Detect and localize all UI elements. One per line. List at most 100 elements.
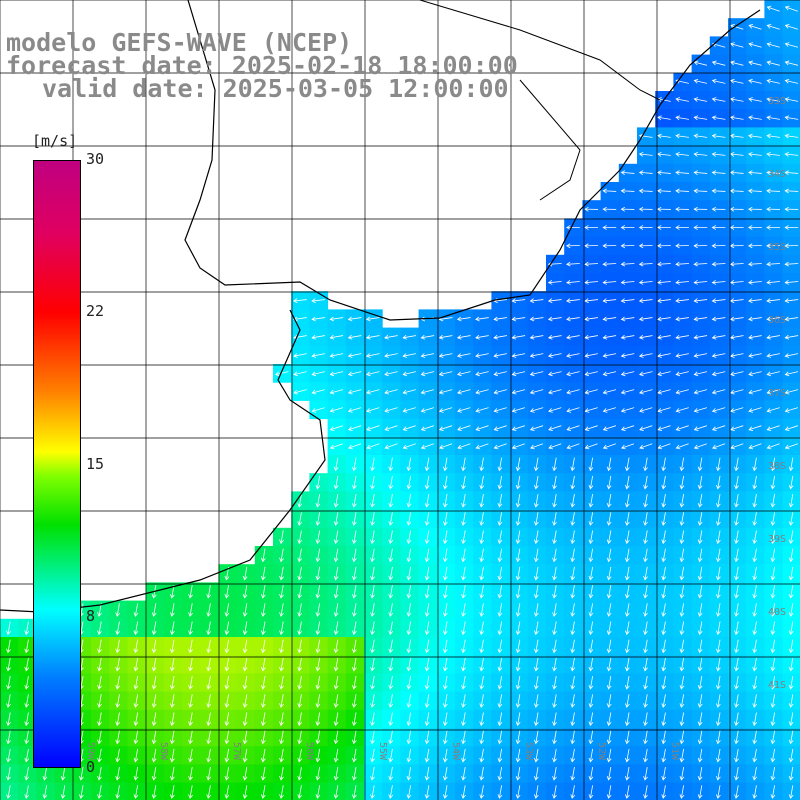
wind-arrow	[748, 371, 762, 377]
wind-arrow	[406, 639, 412, 654]
wind-arrow	[388, 767, 394, 781]
wind-arrow	[584, 206, 599, 212]
valid-date: valid date: 2025-03-05 12:00:00	[42, 74, 509, 103]
wind-arrow	[679, 694, 685, 708]
wind-arrow	[661, 712, 667, 727]
wind-arrow	[566, 407, 580, 413]
wind-arrow	[479, 785, 485, 799]
wind-arrow	[297, 530, 303, 545]
wind-arrow	[624, 767, 630, 781]
wind-arrow	[711, 279, 726, 285]
wind-arrow	[752, 585, 758, 599]
latitude-label: 36S	[768, 315, 786, 326]
wind-arrow	[770, 457, 776, 472]
wind-arrow	[748, 389, 762, 395]
wind-arrow	[679, 712, 685, 727]
wind-arrow	[624, 712, 630, 727]
wind-arrow	[388, 530, 394, 545]
wind-arrow	[475, 353, 489, 358]
wind-arrow	[566, 225, 580, 230]
wind-arrow	[693, 353, 708, 358]
wind-arrow	[406, 676, 412, 690]
wind-arrow	[606, 676, 612, 690]
latitude-label: 34S	[768, 169, 786, 180]
wind-arrow	[260, 676, 266, 690]
wind-arrow	[206, 712, 212, 727]
wind-arrow	[734, 566, 739, 581]
wind-arrow	[370, 748, 375, 763]
wind-arrow	[475, 443, 489, 450]
wind-arrow	[329, 389, 344, 395]
wind-arrow	[715, 748, 721, 763]
wind-arrow	[461, 785, 466, 799]
wind-arrow	[715, 548, 721, 563]
wind-arrow	[784, 97, 799, 102]
wind-arrow	[711, 115, 726, 121]
wind-arrow	[679, 676, 685, 690]
wind-arrow	[784, 334, 799, 340]
wind-arrow	[766, 261, 781, 267]
wind-arrow	[711, 188, 726, 194]
wind-arrow	[206, 621, 212, 636]
wind-arrow	[657, 170, 671, 176]
wind-arrow	[748, 425, 762, 432]
wind-arrow	[424, 585, 430, 599]
wind-arrow	[570, 657, 576, 672]
wind-arrow	[770, 475, 776, 490]
wind-arrow	[624, 566, 630, 581]
wind-arrow	[711, 389, 726, 395]
wind-arrow	[438, 389, 453, 395]
wind-arrow	[347, 407, 362, 413]
wind-arrow	[97, 676, 102, 690]
wind-arrow	[479, 712, 485, 727]
wind-arrow	[639, 407, 653, 413]
wind-arrow	[548, 407, 562, 413]
wind-arrow	[570, 730, 576, 745]
wind-arrow	[493, 353, 507, 358]
wind-arrow	[711, 298, 726, 304]
wind-arrow	[639, 425, 653, 432]
wind-arrow	[711, 60, 726, 66]
wind-arrow	[570, 548, 576, 563]
wind-arrow	[661, 657, 667, 672]
wind-arrow	[602, 353, 617, 358]
wind-arrow	[115, 748, 121, 763]
wind-arrow	[734, 676, 739, 690]
wind-arrow	[329, 334, 344, 340]
wind-arrow	[788, 785, 794, 799]
wind-arrow	[388, 657, 394, 672]
wind-arrow	[734, 639, 739, 654]
wind-arrow	[697, 475, 703, 490]
wind-arrow	[533, 548, 539, 563]
wind-arrow	[624, 785, 630, 799]
wind-arrow	[515, 657, 521, 672]
wind-arrow	[515, 475, 521, 490]
wind-arrow	[602, 298, 617, 304]
wind-arrow	[297, 603, 303, 617]
wind-arrow	[438, 334, 453, 340]
wind-arrow	[643, 676, 648, 690]
wind-arrow	[479, 657, 485, 672]
wind-arrow	[602, 389, 617, 395]
wind-arrow	[533, 676, 539, 690]
wind-arrow	[497, 767, 503, 781]
wind-arrow	[711, 334, 726, 340]
wind-arrow	[748, 170, 762, 176]
wind-arrow	[424, 767, 430, 781]
wind-arrow	[442, 530, 448, 545]
wind-arrow	[729, 115, 744, 121]
wind-arrow	[315, 676, 321, 690]
wind-arrow	[442, 585, 448, 599]
wind-arrow	[115, 730, 121, 745]
wind-arrow	[730, 24, 744, 30]
wind-arrow	[570, 457, 576, 472]
wind-arrow	[566, 334, 580, 340]
wind-arrow	[497, 730, 503, 745]
wind-arrow	[461, 603, 466, 617]
wind-arrow	[697, 676, 703, 690]
wind-arrow	[693, 407, 708, 413]
wind-arrow	[533, 657, 539, 672]
wind-arrow	[584, 389, 598, 395]
wind-arrow	[547, 353, 562, 358]
wind-arrow	[511, 389, 526, 395]
